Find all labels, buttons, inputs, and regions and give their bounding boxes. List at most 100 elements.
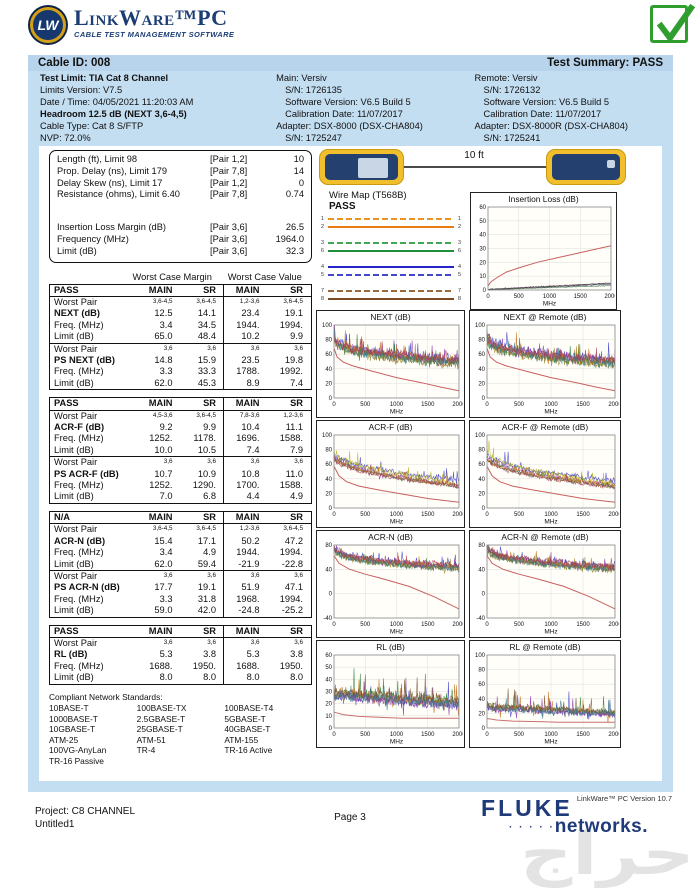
- measurement-value: 10: [293, 154, 304, 164]
- result-cell: 12.5: [154, 308, 173, 319]
- result-cell: 3,6-4,5: [196, 297, 216, 305]
- fluke-networks-logo: FLUKE · · · · ·networks.: [481, 797, 648, 838]
- insertion-loss-chart-title: Insertion Loss (dB): [508, 194, 579, 204]
- remote-info-line: Calibration Date: 11/07/2017: [483, 109, 602, 119]
- fluke-dots: · · · · ·: [509, 822, 555, 833]
- svg-text:500: 500: [514, 512, 525, 518]
- standard-item: 25GBASE-T: [136, 724, 183, 735]
- wire-pin-right: 1: [457, 216, 462, 222]
- length-summary-row: Limit (dB) [Pair 3,6] 32.3: [57, 246, 304, 258]
- result-cell: 1944.: [223, 319, 267, 332]
- measurement-label: Delay Skew (ns), Limit 17: [57, 177, 163, 188]
- result-cell: 4.9: [290, 491, 303, 502]
- svg-text:30: 30: [325, 690, 332, 696]
- measurement-pair: [Pair 3,6]: [210, 245, 248, 256]
- result-row-label: Worst Pair: [54, 570, 98, 581]
- result-cell: 1252.: [149, 480, 173, 491]
- result-cell: 3,6: [163, 571, 173, 579]
- svg-text:0: 0: [482, 592, 486, 598]
- result-cell: 17.1: [197, 535, 216, 546]
- result-row: Worst Pair 4,5-3,6 3,6-4,5 7,8-3,6 1,2-3,6: [50, 410, 311, 423]
- svg-text:0: 0: [332, 512, 336, 518]
- result-row-label: PS ACR-N (dB): [54, 582, 120, 593]
- main-info-line: S/N: 1726135: [285, 85, 342, 95]
- result-row: ACR-N (dB) 15.4 17.1 50.2 47.2: [50, 535, 311, 548]
- measurement-value: 26.5: [285, 222, 304, 233]
- result-row-label: ACR-N (dB): [54, 535, 106, 546]
- svg-text:1000: 1000: [544, 732, 558, 738]
- result-row: Limit (dB) 65.0 48.4 10.2 9.9: [50, 331, 311, 343]
- result-cell: 3,6: [207, 638, 216, 646]
- result-cell: 10.0: [154, 444, 173, 455]
- result-row: Freq. (MHz) 3.4 34.5 1944. 1994.: [50, 319, 311, 332]
- wire-pin-right: 8: [457, 296, 462, 302]
- svg-text:40: 40: [325, 367, 332, 373]
- insertion-loss-chart: Insertion Loss (dB) 0 10 20 30 40 50 60 0 500 1000…: [470, 192, 618, 310]
- svg-text:0: 0: [332, 732, 336, 738]
- standards-column: 100BASE-T4 5GBASE-T 40GBASE-T ATM-155 TR-16 …: [224, 703, 312, 766]
- result-cell: 3,6-4,5: [283, 525, 303, 533]
- standard-item: ATM-25: [49, 734, 79, 745]
- result-cell: 15.4: [154, 535, 173, 546]
- result-cell: 10.7: [154, 468, 173, 479]
- svg-text:60: 60: [478, 462, 485, 468]
- result-table-header: PASS MAIN SR MAIN SR: [50, 398, 311, 411]
- svg-text:500: 500: [514, 732, 525, 738]
- wire-pin-left: 7: [320, 288, 325, 294]
- length-summary-row: Length (ft), Limit 98 [Pair 1,2] 10: [57, 154, 304, 166]
- main-info-line: Calibration Date: 11/07/2017: [285, 109, 403, 119]
- column-header: SR: [203, 284, 216, 295]
- wire-pin-right: 4: [457, 264, 462, 270]
- main-tester-screen: [358, 158, 388, 178]
- result-cell: -22.8: [281, 558, 303, 569]
- wire-line: [328, 297, 454, 301]
- svg-text:500: 500: [360, 402, 371, 408]
- svg-text:20: 20: [479, 260, 486, 266]
- result-cell: 42.0: [197, 605, 216, 616]
- result-cell: 3.8: [203, 649, 216, 660]
- acrn-chart: ACR-N (dB)-40040800500100015002000MHz: [316, 530, 466, 638]
- result-cell: 7.4: [290, 377, 303, 388]
- result-row: RL (dB) 5.3 3.8 5.3 3.8: [50, 649, 311, 661]
- svg-text:10: 10: [325, 714, 332, 720]
- result-row: Worst Pair 3,6-4,5 3,6-4,5 1,2-3,6 3,6-4,5: [50, 296, 311, 309]
- rl-chart: RL (dB) 0 10 20 30 40 50 60 0 500 1000 1500 2000 MHz: [316, 640, 466, 748]
- result-row: Worst Pair 3,6-4,5 3,6-4,5 1,2-3,6 3,6-4,5: [50, 524, 311, 536]
- result-cell: 10.9: [197, 468, 216, 479]
- svg-text:0: 0: [332, 622, 336, 628]
- svg-text:0: 0: [482, 506, 486, 512]
- svg-text:50: 50: [325, 665, 332, 671]
- column-header: MAIN: [223, 511, 267, 524]
- svg-text:1000: 1000: [544, 402, 558, 408]
- result-row-label: Freq. (MHz): [54, 319, 104, 330]
- networks-wordmark: · · · · ·networks.: [509, 816, 648, 837]
- result-cell: 1994.: [279, 319, 303, 330]
- wire-map-diagram: 1122336644557788SS: [317, 215, 465, 319]
- result-cell: 1178.: [193, 433, 216, 444]
- next-chart-title: NEXT (dB): [370, 312, 411, 322]
- svg-text:80: 80: [478, 448, 485, 454]
- svg-text:20: 20: [478, 381, 485, 387]
- main-info-line: Main: Versiv: [276, 73, 327, 83]
- next-remote-chart: NEXT @ Remote (dB) 0 20 40 60 80 100 0 500 1000 15…: [469, 310, 622, 418]
- test-info-line: Limits Version: V7.5: [40, 85, 123, 95]
- wire-pin-right: 3: [457, 240, 462, 246]
- column-header: MAIN: [148, 511, 173, 522]
- results-column: Length (ft), Limit 98 [Pair 1,2] 10 Prop. D…: [49, 150, 312, 766]
- wire-line: [328, 265, 454, 269]
- result-cell: 50.2: [223, 535, 267, 548]
- svg-text:40: 40: [325, 677, 332, 683]
- length-summary-row: Delay Skew (ns), Limit 17 [Pair 1,2] 0: [57, 178, 304, 190]
- result-cell: 1290.: [192, 480, 216, 491]
- svg-text:1500: 1500: [576, 732, 590, 738]
- rl-remote-chart: RL @ Remote (dB) 0 20 40 60 80 100 0 500 1000 1500…: [469, 640, 622, 748]
- svg-text:100: 100: [322, 433, 333, 439]
- result-cell: 3.3: [159, 593, 173, 604]
- svg-text:40: 40: [478, 477, 485, 483]
- svg-text:40: 40: [478, 367, 485, 373]
- result-row-label: Freq. (MHz): [54, 480, 104, 491]
- svg-text:60: 60: [479, 205, 486, 211]
